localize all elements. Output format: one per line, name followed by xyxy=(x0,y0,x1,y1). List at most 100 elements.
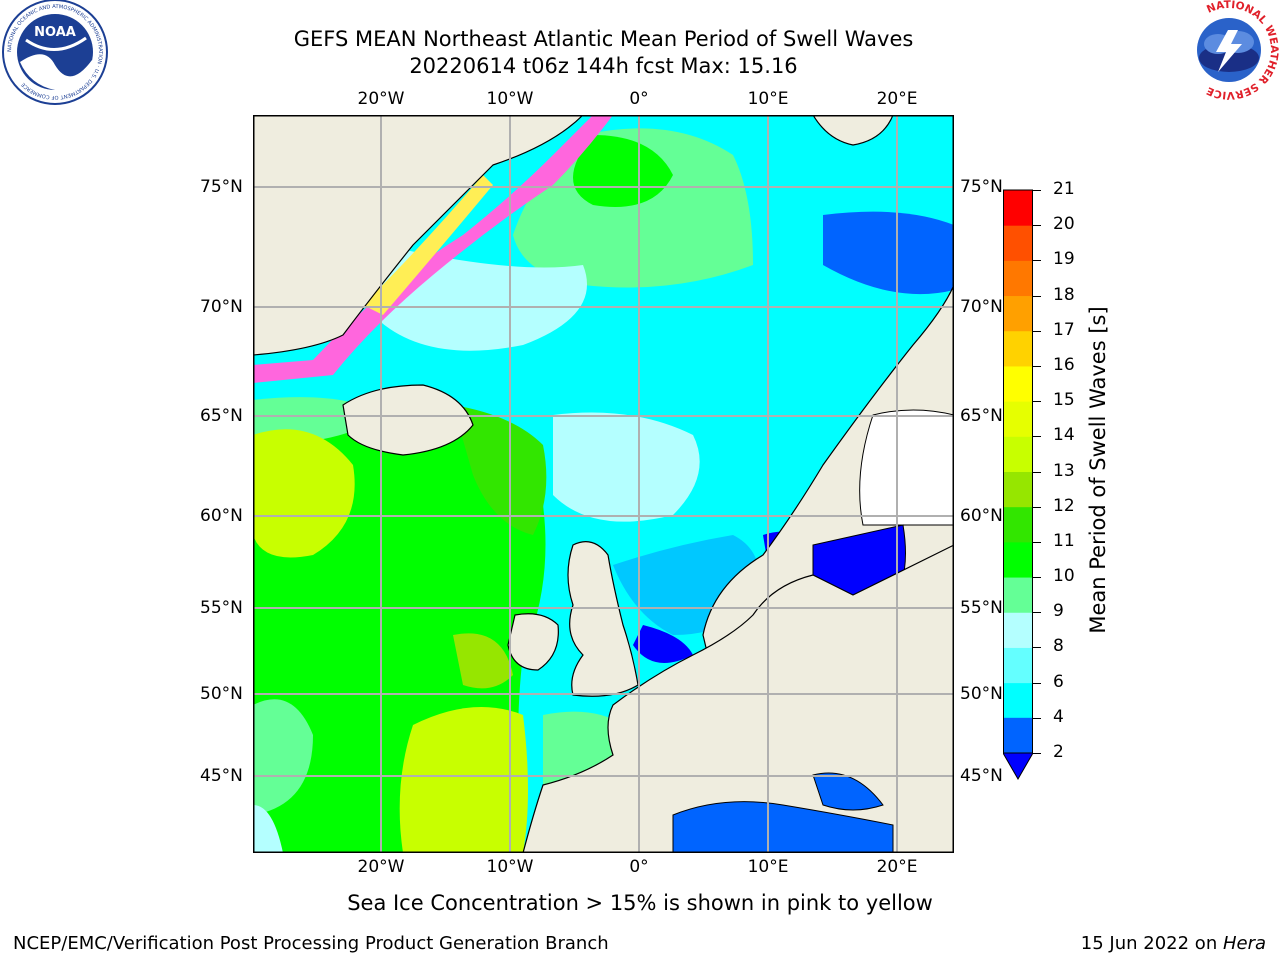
colorbar-tick-mark xyxy=(1033,225,1041,227)
colorbar-tick-mark xyxy=(1033,260,1041,262)
lat-label-left: 65°N xyxy=(200,406,243,426)
colorbar-cell xyxy=(1003,225,1033,261)
colorbar-extend-arrow xyxy=(1003,752,1033,780)
colorbar-cell xyxy=(1003,436,1033,472)
colorbar-label: Mean Period of Swell Waves [s] xyxy=(1086,306,1110,634)
colorbar-tick-label: 10 xyxy=(1053,566,1075,587)
colorbar-tick-label: 6 xyxy=(1053,671,1064,692)
lat-label-right: 65°N xyxy=(960,406,1003,426)
colorbar-tick-label: 2 xyxy=(1053,742,1064,762)
field-west-green xyxy=(253,699,313,815)
colorbar-tick-label: 9 xyxy=(1053,601,1064,622)
lon-label-top: 20°E xyxy=(876,89,918,109)
field-light-cyan-b xyxy=(553,412,700,522)
colorbar-tick-mark xyxy=(1033,506,1041,508)
colorbar-cell xyxy=(1003,401,1033,437)
field-yellow-biscay xyxy=(399,707,528,853)
chart-subtitle: 20220614 t06z 144h fcst Max: 15.16 xyxy=(409,54,798,78)
colorbar-cell xyxy=(1003,365,1033,402)
colorbar-tick-mark xyxy=(1033,612,1041,614)
footer-date-text: 15 Jun 2022 on xyxy=(1080,933,1223,954)
sea-ice-caption: Sea Ice Concentration > 15% is shown in … xyxy=(347,891,933,915)
colorbar-tick-label: 16 xyxy=(1053,354,1075,375)
colorbar-tick-mark xyxy=(1033,401,1041,403)
sea-bothnia xyxy=(859,409,954,526)
colorbar-tick-mark xyxy=(1033,541,1041,543)
colorbar-tick-mark xyxy=(1033,717,1041,719)
lat-label-right: 70°N xyxy=(960,297,1003,317)
colorbar-tick-label: 18 xyxy=(1053,284,1075,305)
field-atlantic-ne xyxy=(453,405,547,535)
lat-label-right: 75°N xyxy=(960,177,1003,197)
colorbar-cell xyxy=(1003,260,1033,297)
colorbar-tick-mark xyxy=(1033,365,1041,367)
footer-credit: NCEP/EMC/Verification Post Processing Pr… xyxy=(13,933,609,954)
map xyxy=(253,115,954,853)
colorbar-cell xyxy=(1003,330,1033,367)
colorbar-tick-label: 19 xyxy=(1053,249,1075,270)
colorbar-tick-label: 4 xyxy=(1053,706,1064,727)
field-yellow-iceland xyxy=(253,429,355,558)
colorbar xyxy=(1003,189,1033,780)
colorbar-tick-mark xyxy=(1033,471,1041,473)
colorbar-cell xyxy=(1003,541,1033,578)
colorbar-tick-label: 13 xyxy=(1053,460,1075,481)
lat-label-left: 55°N xyxy=(200,598,243,618)
colorbar-tick-mark xyxy=(1033,330,1041,332)
colorbar-tick-mark xyxy=(1033,577,1041,579)
lon-label-top: 10°E xyxy=(747,89,789,109)
field-north-green xyxy=(513,128,753,288)
colorbar-tick-mark xyxy=(1033,190,1041,191)
colorbar-frame xyxy=(1003,189,1033,753)
lat-label-left: 75°N xyxy=(200,177,243,197)
colorbar-tick-mark xyxy=(1033,647,1041,649)
field-west-edge xyxy=(253,805,283,853)
colorbar-tick-label: 21 xyxy=(1053,179,1075,199)
field-yellow-celtic xyxy=(453,633,513,689)
colorbar-cell xyxy=(1003,612,1033,648)
sea-adriatic xyxy=(812,772,884,811)
lon-label-bottom: 10°W xyxy=(486,857,534,877)
colorbar-tick-mark xyxy=(1033,295,1041,297)
lon-label-top: 10°W xyxy=(486,89,534,109)
footer-date: 15 Jun 2022 on Hera xyxy=(1081,933,1266,954)
lon-label-top: 0° xyxy=(629,89,649,109)
lat-label-left: 60°N xyxy=(200,506,243,526)
chart-title: GEFS MEAN Northeast Atlantic Mean Period… xyxy=(293,27,914,51)
colorbar-cell xyxy=(1003,717,1033,753)
colorbar-cell xyxy=(1003,506,1033,543)
colorbar-tick-label: 17 xyxy=(1053,319,1075,340)
nws-logo: NATIONAL WEATHER SERVICE xyxy=(1178,0,1280,104)
colorbar-tick-label: 11 xyxy=(1053,530,1075,551)
land-ireland xyxy=(507,613,559,671)
lat-label-left: 70°N xyxy=(200,297,243,317)
colorbar-tick-label: 8 xyxy=(1053,636,1064,657)
lon-label-bottom: 20°E xyxy=(876,857,918,877)
colorbar-cell xyxy=(1003,577,1033,613)
lat-label-left: 50°N xyxy=(200,684,243,704)
colorbar-tick-mark xyxy=(1033,682,1041,684)
lon-label-bottom: 20°W xyxy=(357,857,405,877)
lon-label-bottom: 0° xyxy=(629,857,649,877)
colorbar-tick-label: 12 xyxy=(1053,495,1075,516)
field-norwegian-sea xyxy=(823,211,954,295)
field-north-green-core xyxy=(573,135,673,207)
colorbar-cell xyxy=(1003,471,1033,508)
land-greenland xyxy=(253,115,584,356)
map-frame xyxy=(253,115,954,853)
colorbar-cell xyxy=(1003,647,1033,684)
colorbar-tick-mark xyxy=(1033,436,1041,438)
noaa-logo-text: NOAA xyxy=(34,25,76,40)
footer-host: Hera xyxy=(1222,933,1266,954)
lat-label-right: 55°N xyxy=(960,598,1003,618)
colorbar-cell xyxy=(1003,682,1033,719)
noaa-logo: NOAA NATIONAL OCEANIC AND ATMOSPHERIC AD… xyxy=(0,0,110,109)
sea-mediterranean xyxy=(672,801,894,853)
lat-label-right: 45°N xyxy=(960,766,1003,786)
colorbar-tick-label: 15 xyxy=(1053,390,1075,411)
colorbar-cell xyxy=(1003,295,1033,332)
lon-label-top: 20°W xyxy=(357,89,405,109)
lat-label-right: 60°N xyxy=(960,506,1003,526)
field-dark-blue-b xyxy=(633,625,693,663)
colorbar-cell xyxy=(1003,190,1033,226)
